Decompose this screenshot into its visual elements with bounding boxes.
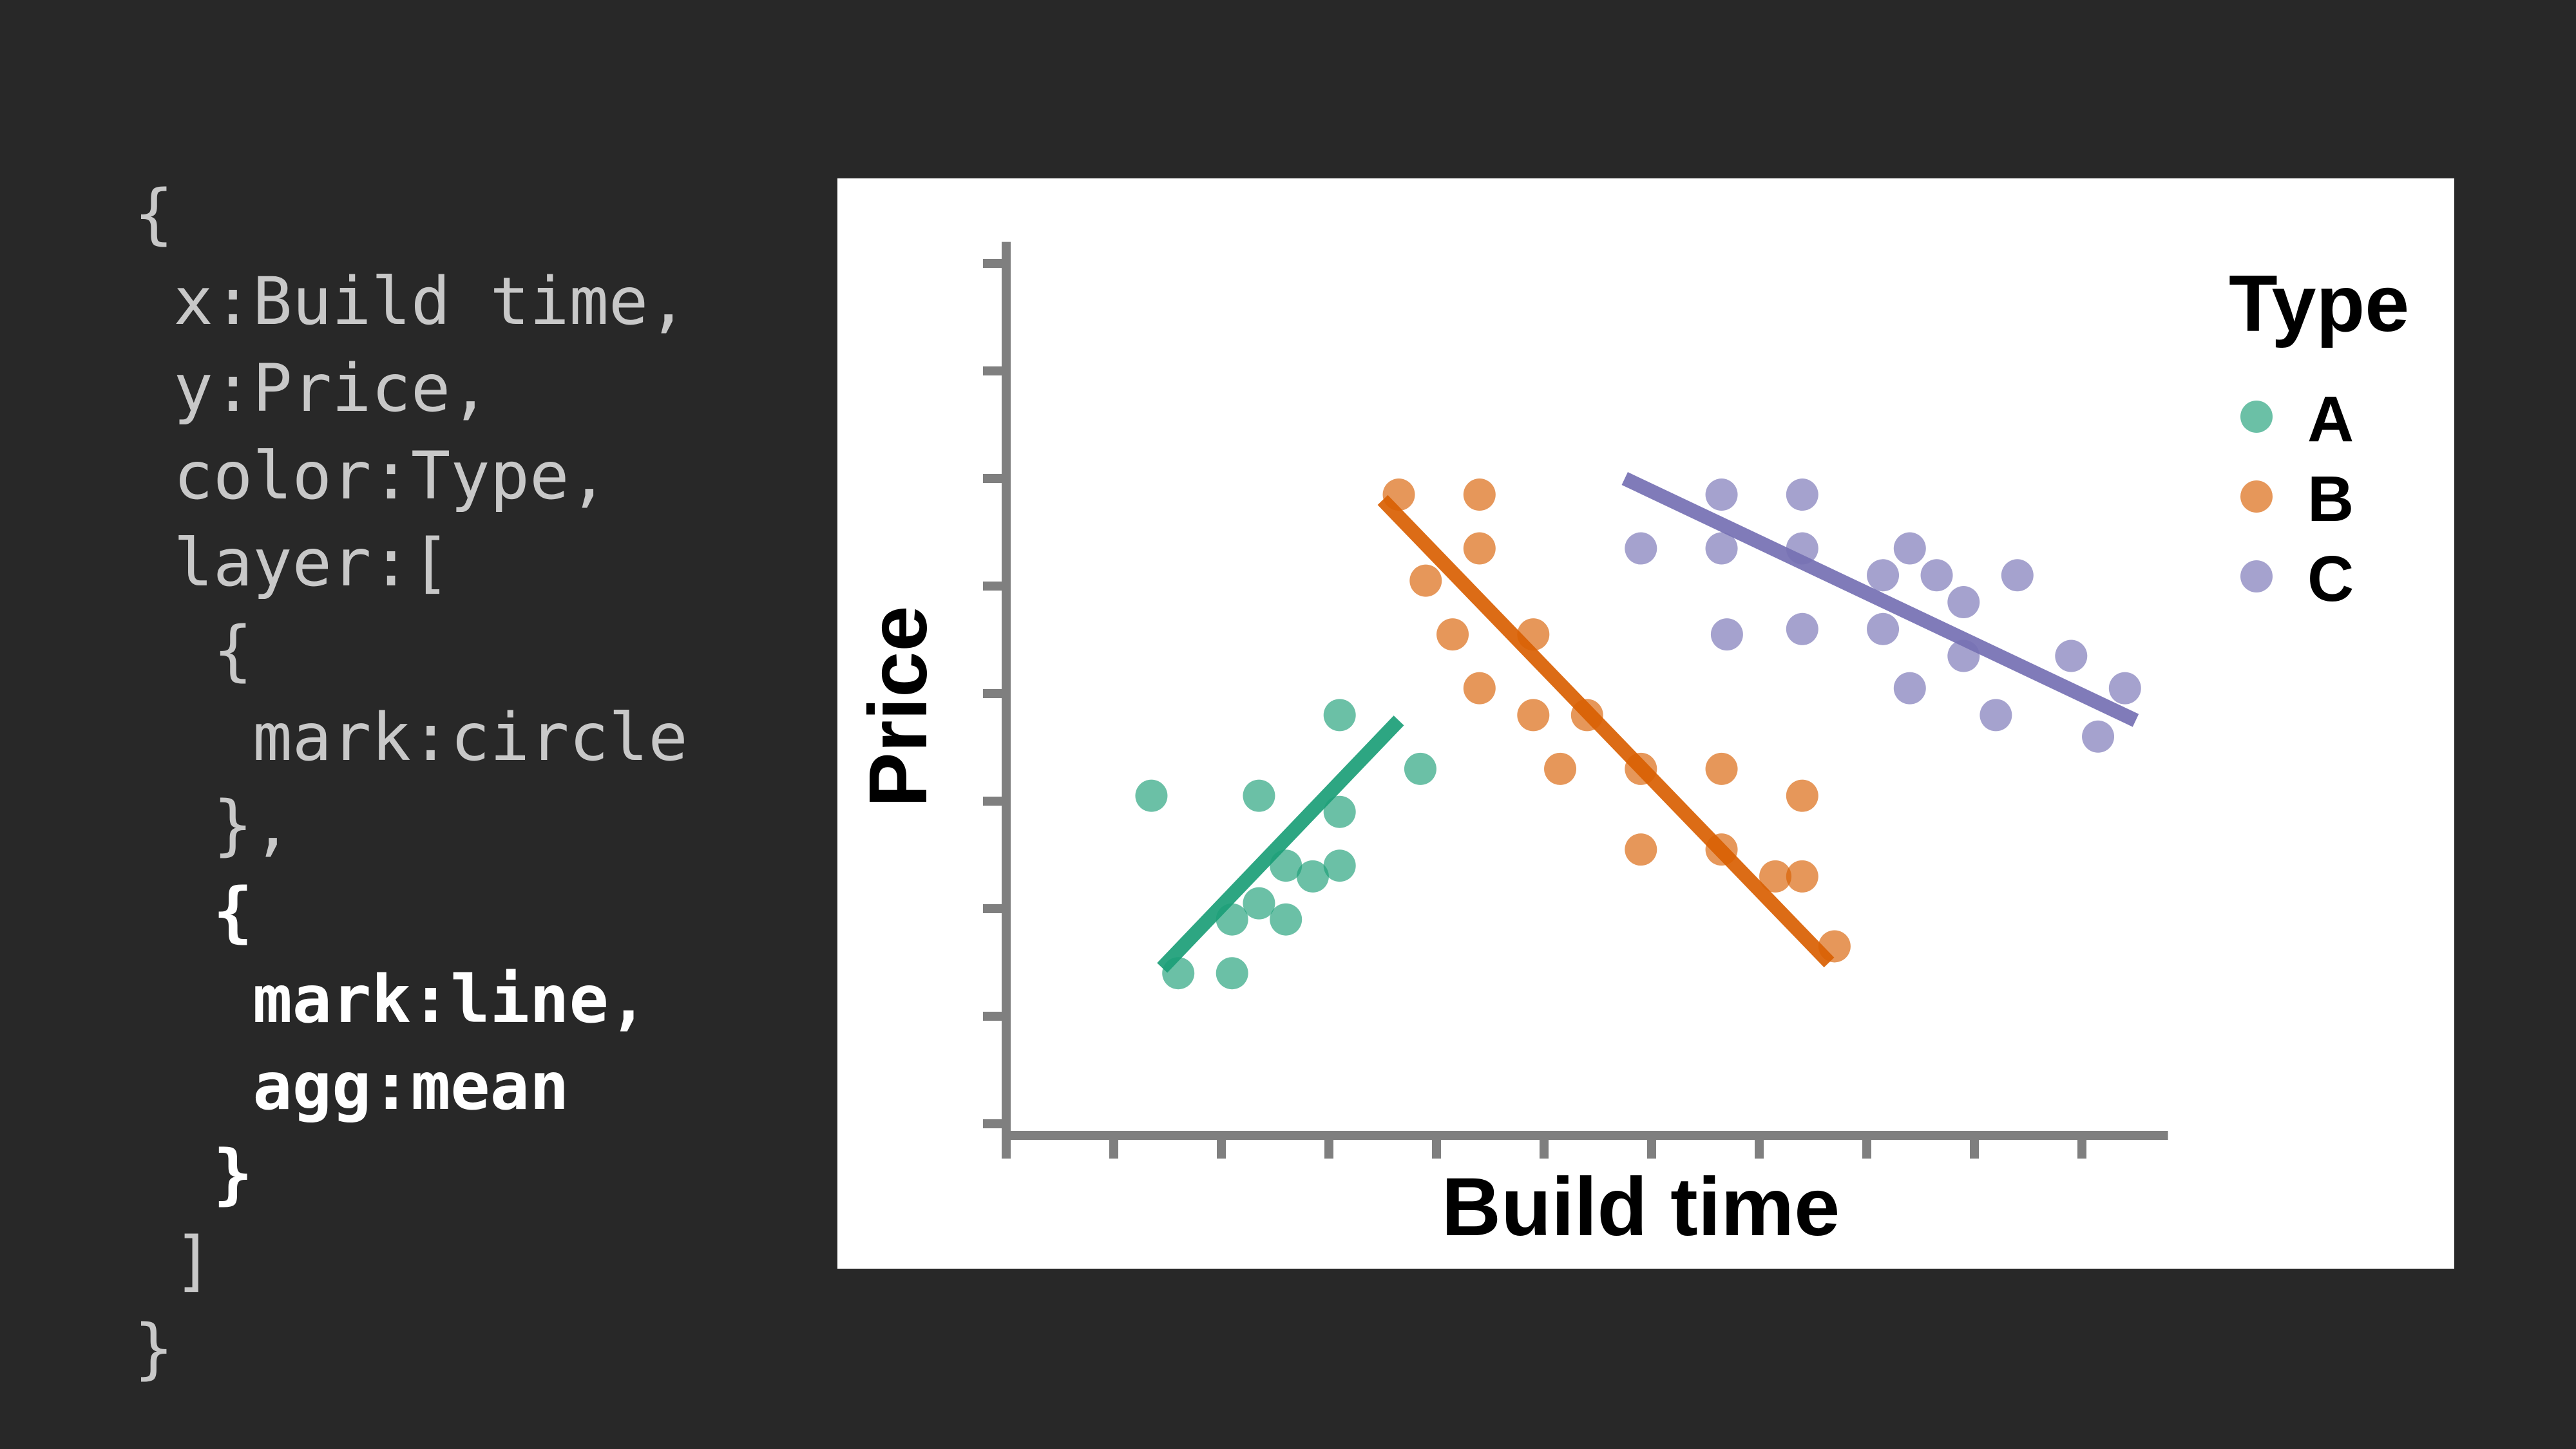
point-B [1786, 779, 1818, 812]
point-A [1323, 699, 1356, 732]
mean-line-A [1157, 715, 1404, 973]
code-line: }, [134, 786, 292, 864]
point-C [1710, 618, 1743, 651]
point-B [1759, 860, 1792, 893]
point-B [1705, 752, 1738, 785]
code-panel: { x:Build time, y:Price, color:Type, lay… [0, 0, 837, 1449]
point-A [1323, 849, 1356, 882]
legend: Type ABC [2229, 260, 2409, 615]
point-B [1436, 618, 1469, 651]
legend-label-C: C [2307, 543, 2354, 615]
point-C [1786, 478, 1818, 511]
scatter-chart: Build time Price Type ABC [852, 242, 2409, 1253]
point-B [1409, 564, 1442, 597]
code-line: ] [134, 1223, 213, 1300]
point-A [1243, 779, 1275, 812]
legend-symbol-C [2240, 560, 2273, 592]
point-C [1920, 559, 1953, 592]
point-B [1544, 752, 1577, 785]
code-line: mark:circle [134, 699, 688, 776]
code-line: y:Price, [134, 350, 490, 427]
axes [983, 242, 2168, 1159]
y-axis-title: Price [852, 605, 944, 807]
point-B [1463, 532, 1496, 565]
point-B [1463, 478, 1496, 511]
mean-line-B [1377, 495, 1835, 968]
point-C [1705, 532, 1738, 565]
point-A [1270, 849, 1302, 882]
x-axis-title: Build time [1442, 1161, 1840, 1253]
point-C [2082, 720, 2115, 753]
point-B [1625, 833, 1657, 866]
legend-symbol-B [2240, 480, 2273, 513]
point-C [1867, 612, 1900, 645]
point-A [1404, 752, 1436, 785]
point-B [1517, 699, 1550, 732]
point-C [1786, 612, 1818, 645]
point-C [1705, 478, 1738, 511]
point-C [1893, 532, 1926, 565]
point-B [1786, 860, 1818, 893]
code-line: { [134, 176, 174, 252]
chart-marks [1135, 472, 2141, 990]
legend-label-B: B [2307, 463, 2354, 535]
code-line: x:Build time, [134, 263, 688, 340]
point-C [1625, 532, 1657, 565]
point-C [2001, 559, 2034, 592]
point-A [1135, 779, 1168, 812]
code-line: { [134, 612, 253, 689]
code-line: layer:[ [134, 525, 451, 601]
code-line: color:Type, [134, 437, 609, 515]
legend-title: Type [2229, 260, 2409, 348]
point-A [1323, 795, 1356, 828]
mean-line-C [1621, 472, 2139, 727]
point-C [1980, 699, 2012, 732]
legend-label-A: A [2307, 383, 2354, 455]
code-line: } [134, 1135, 253, 1213]
point-A [1296, 860, 1329, 893]
point-A [1243, 887, 1275, 920]
point-A [1216, 957, 1248, 990]
code-line: mark:line, [134, 961, 649, 1038]
point-C [2108, 672, 2141, 705]
code-line: } [134, 1310, 174, 1387]
code-line: agg:mean [134, 1048, 569, 1125]
point-C [2055, 639, 2088, 672]
point-C [1947, 586, 1980, 619]
point-A [1270, 903, 1302, 936]
point-C [1867, 559, 1900, 592]
point-C [1893, 672, 1926, 705]
point-B [1463, 672, 1496, 705]
code-line: { [134, 874, 253, 951]
legend-symbol-A [2240, 401, 2273, 433]
